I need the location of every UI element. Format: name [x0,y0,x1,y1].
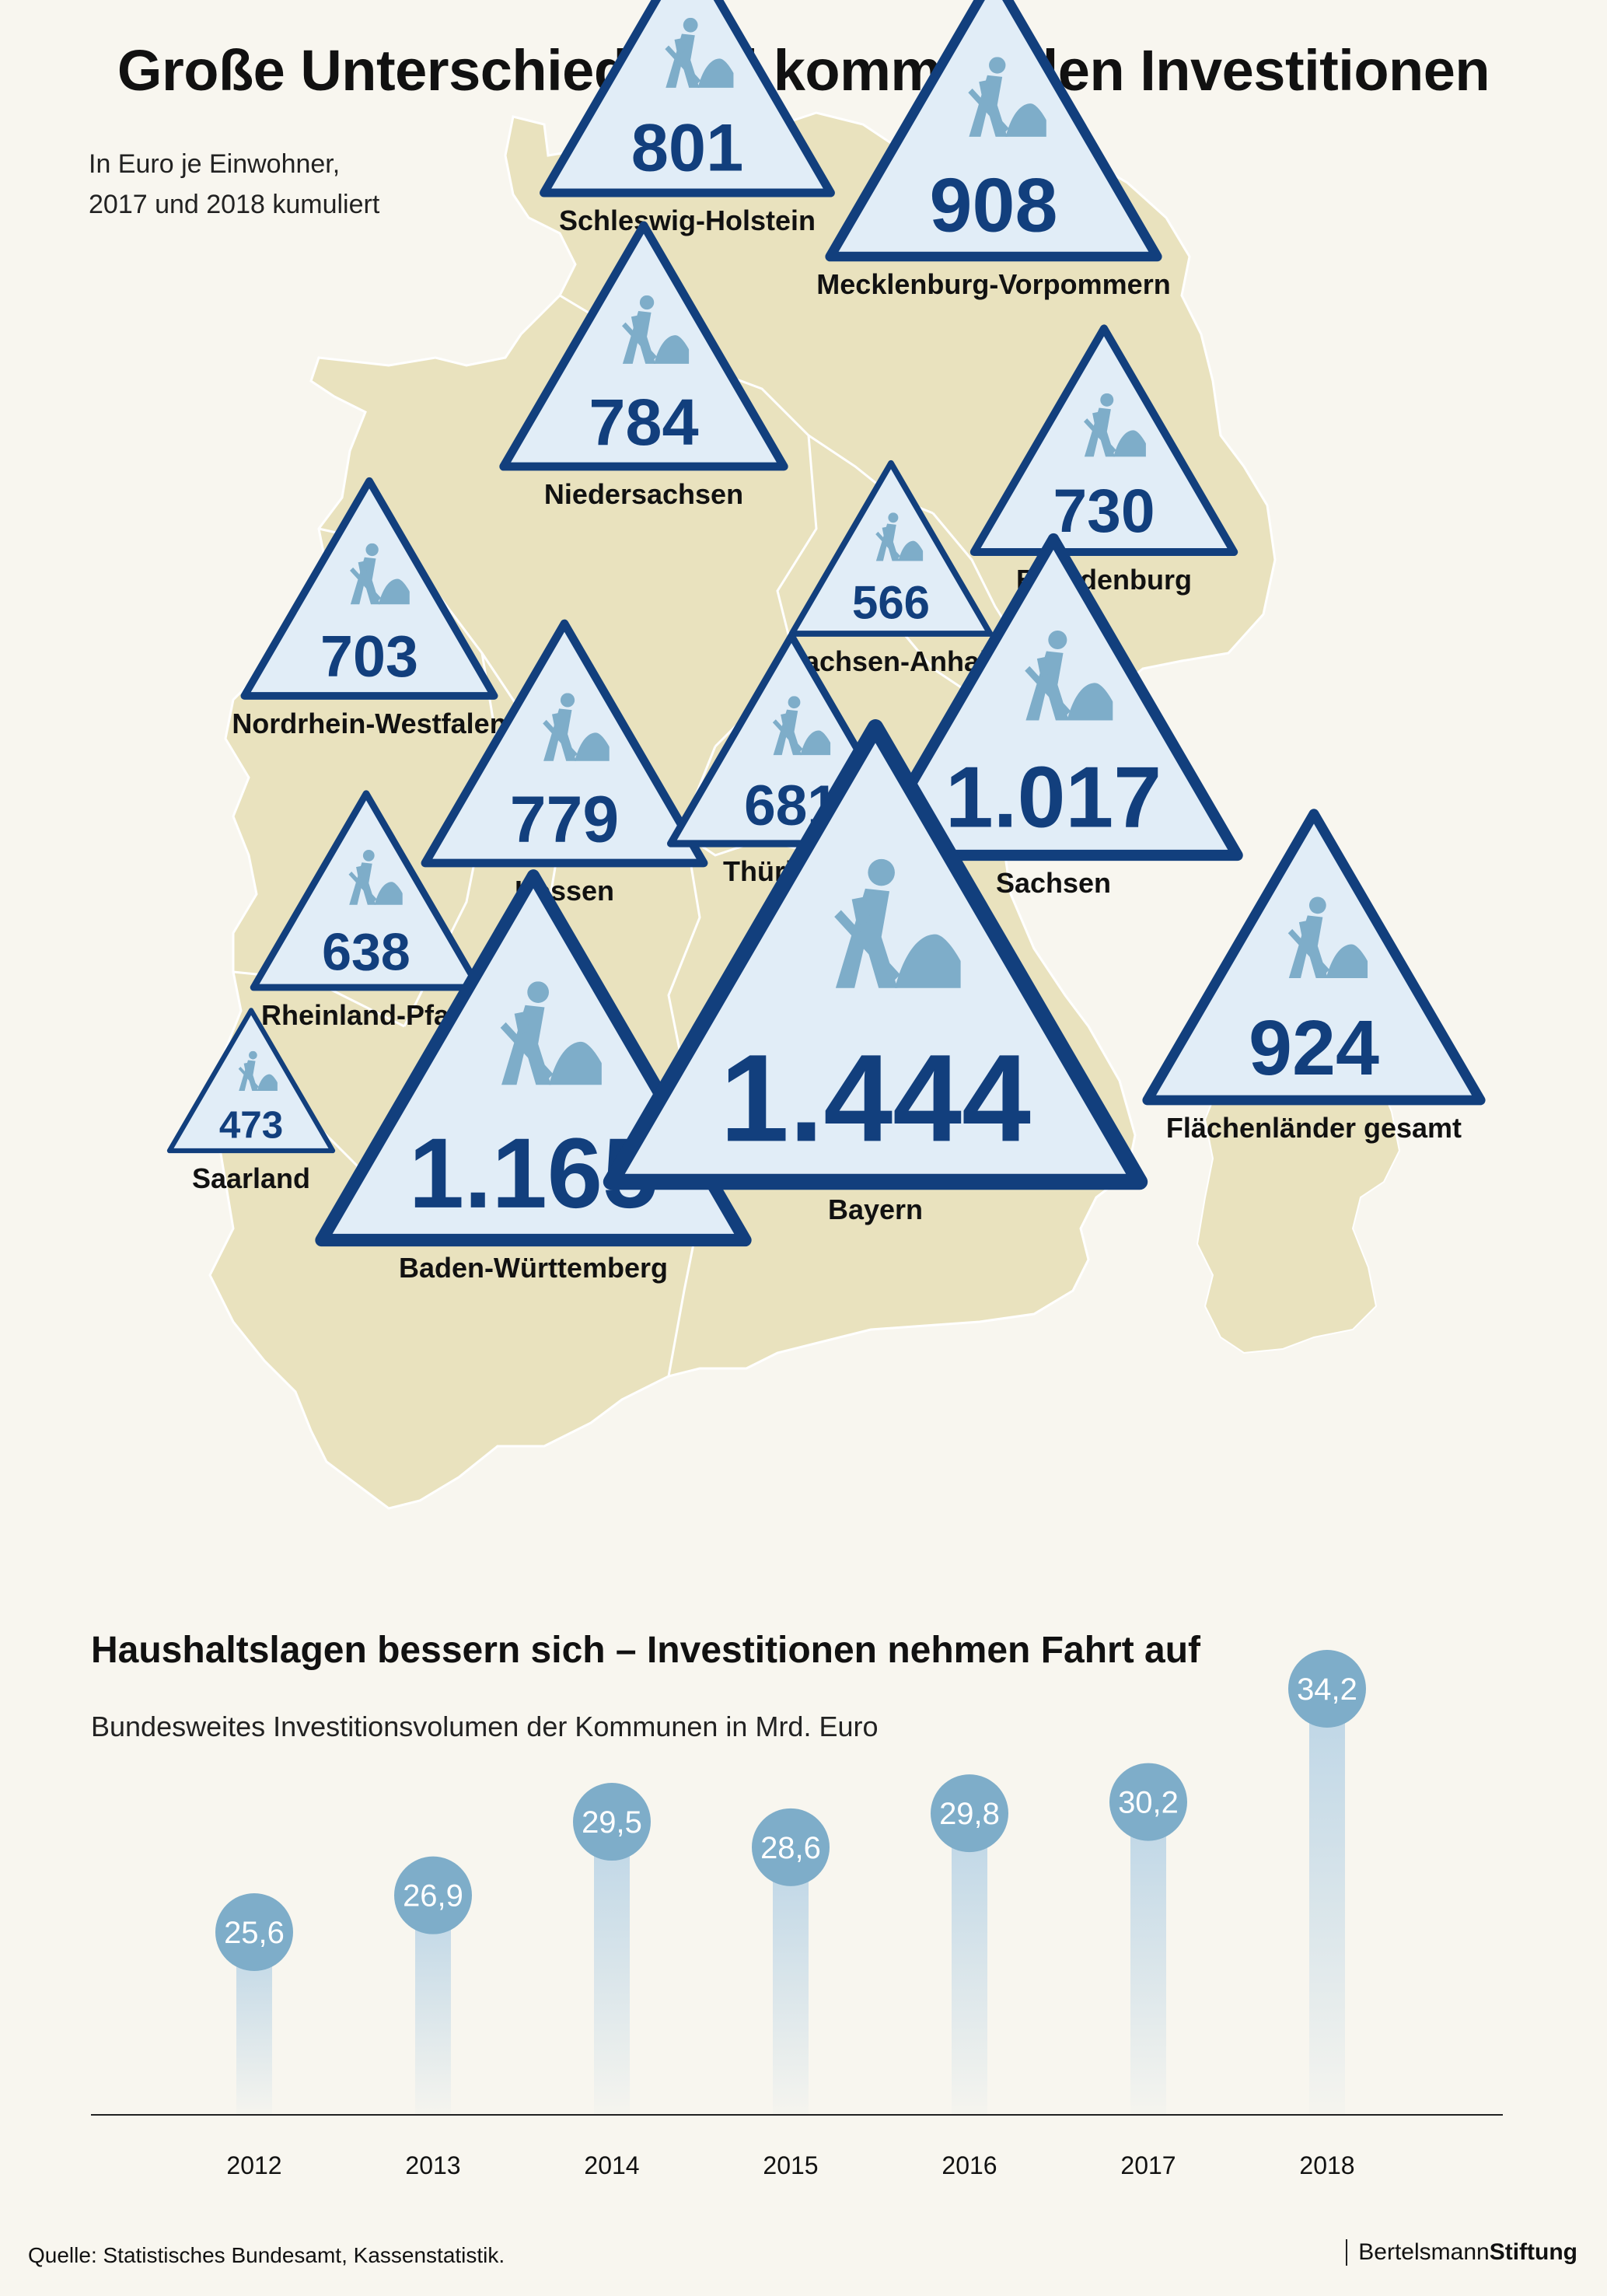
bar-2014: 29,5 [573,1783,651,2115]
lollipop-bars: 25,6 26,9 29,5 28,6 29,8 30,2 34,2 [215,1650,1366,2115]
value-label: 779 [510,782,619,855]
value-label: 25,6 [224,1916,285,1950]
source-note: Quelle: Statistisches Bundesamt, Kassens… [28,2243,505,2267]
value-label: 638 [322,923,410,982]
triangle-nordrhein-westfalen: 703 Nordrhein-Westfalen [232,477,507,739]
chart-title: Haushaltslagen bessern sich – Investitio… [91,1630,1201,1671]
value-label: 566 [852,576,930,628]
brand-logo: BertelsmannStiftung [1346,2239,1577,2266]
x-tick-label: 2015 [763,2151,818,2179]
subtitle-line-2: 2017 und 2018 kumuliert [89,190,380,219]
x-tick-label: 2012 [226,2151,281,2179]
bar-2013: 26,9 [394,1856,472,2115]
x-tick-label: 2018 [1299,2151,1354,2179]
state-label: Nordrhein-Westfalen [232,708,506,739]
x-tick-label: 2017 [1120,2151,1176,2179]
value-label: 28,6 [760,1831,821,1865]
map-subtitle: In Euro je Einwohner, 2017 und 2018 kumu… [89,144,379,225]
brand-regular: Bertelsmann [1358,2239,1490,2265]
state-label: Baden-Württemberg [399,1252,668,1284]
triangle-sachsen: 1.017 Sachsen [864,533,1243,899]
triangle-saarland: 473 Saarland [166,1008,336,1194]
value-label: 908 [930,162,1058,247]
value-label: 924 [1249,1005,1379,1092]
state-label: Mecklenburg-Vorpommern [816,268,1170,300]
value-label: 30,2 [1118,1786,1179,1820]
x-tick-label: 2013 [405,2151,460,2179]
value-bubble [215,1893,293,1971]
state-label: Bayern [828,1193,923,1225]
bar-2018: 34,2 [1288,1650,1366,2115]
x-tick-label: 2016 [941,2151,997,2179]
state-label: Rheinland-Pfalz [261,999,471,1031]
state-triangles: 801 Schleswig-Holstein 908 Mecklenburg-Vorp… [166,0,1486,1284]
state-label: Sachsen-Anhalt [785,645,997,677]
triangle-mecklenburg-vorpommern: 908 Mecklenburg-Vorpommern [816,0,1171,300]
stem [773,1847,809,2115]
value-label: 801 [631,110,744,185]
value-bubble [1109,1763,1187,1841]
stem [1130,1802,1166,2115]
state-label: Saarland [192,1162,310,1194]
x-tick-label: 2014 [584,2151,639,2179]
bar-2016: 29,8 [931,1774,1008,2115]
stem [952,1813,987,2115]
value-bubble [931,1774,1008,1853]
triangle-niedersachsen: 784 Niedersachsen [499,221,788,510]
investment-volume-chart: 25,626,929,528,629,8 30,234,2 2012 2013 201… [91,1650,1503,2179]
subtitle-line-1: In Euro je Einwohner, [89,149,341,179]
value-label: 784 [589,385,698,459]
value-label: 473 [219,1104,283,1147]
page-title: Große Unterschiede bei kommunalen Invest… [117,38,1490,103]
value-label: 26,9 [403,1879,463,1913]
triangle-sachsen-anhalt: 566 Sachsen-Anhalt [785,460,997,677]
state-label: Sachsen [996,867,1111,899]
triangle-rheinland-pfalz: 638 Rheinland-Pfalz [250,790,483,1031]
stem [594,1822,630,2115]
triangle-schleswig-holstein: 801 Schleswig-Holstein [540,0,835,236]
value-bubble [394,1856,472,1934]
x-tick-labels: 2012 2013 2014 2015 2016 2017 2018 [226,2151,1354,2179]
value-label: 29,8 [939,1797,1000,1831]
chart-subtitle: Bundesweites Investitionsvolumen der Kom… [91,1711,879,1742]
value-label: 29,5 [582,1805,642,1840]
value-bubble [1288,1650,1366,1728]
value-bubble [573,1783,651,1861]
triangle-flaechenlaender-gesamt: 924 Flächenländer gesamt [1142,809,1486,1144]
value-label: 730 [1053,477,1155,545]
value-label: 1.444 [720,1028,1031,1167]
value-bubble [752,1808,830,1886]
triangle-shape [540,0,835,197]
state-label: Flächenländer gesamt [1166,1112,1462,1144]
value-label: 1.017 [945,748,1162,845]
bar-2015: 28,6 [752,1808,830,2115]
state-label: Schleswig-Holstein [559,204,816,236]
state-label: Niedersachsen [544,478,743,510]
bar-2017: 30,2 [1109,1763,1187,2115]
germany-map-chart: 801 Schleswig-Holstein 908 Mecklenburg-Vorp… [166,0,1486,1510]
brand-bold: Stiftung [1489,2239,1577,2265]
value-label: 703 [320,624,418,690]
bar-2012: 25,6 [215,1893,293,2115]
triangle-bayern: 1.444 Bayern [603,719,1148,1225]
stem [1309,1689,1345,2115]
value-label: 34,2 [1297,1672,1357,1707]
